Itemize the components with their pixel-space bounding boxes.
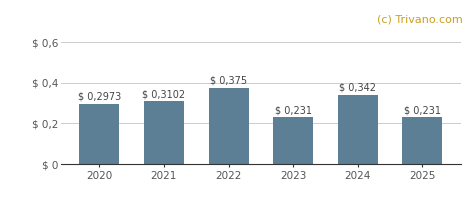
Text: $ 0,231: $ 0,231 [404, 105, 441, 115]
Bar [338, 95, 378, 164]
Text: (c) Trivano.com: (c) Trivano.com [377, 14, 463, 24]
Bar [144, 101, 184, 164]
Bar [79, 104, 119, 164]
Text: $ 0,342: $ 0,342 [339, 83, 376, 93]
Text: $ 0,375: $ 0,375 [210, 76, 247, 86]
Bar [402, 117, 442, 164]
Bar [273, 117, 313, 164]
Text: $ 0,2973: $ 0,2973 [78, 92, 121, 102]
Text: $ 0,231: $ 0,231 [274, 105, 312, 115]
Bar [209, 88, 249, 164]
Text: $ 0,3102: $ 0,3102 [142, 89, 186, 99]
